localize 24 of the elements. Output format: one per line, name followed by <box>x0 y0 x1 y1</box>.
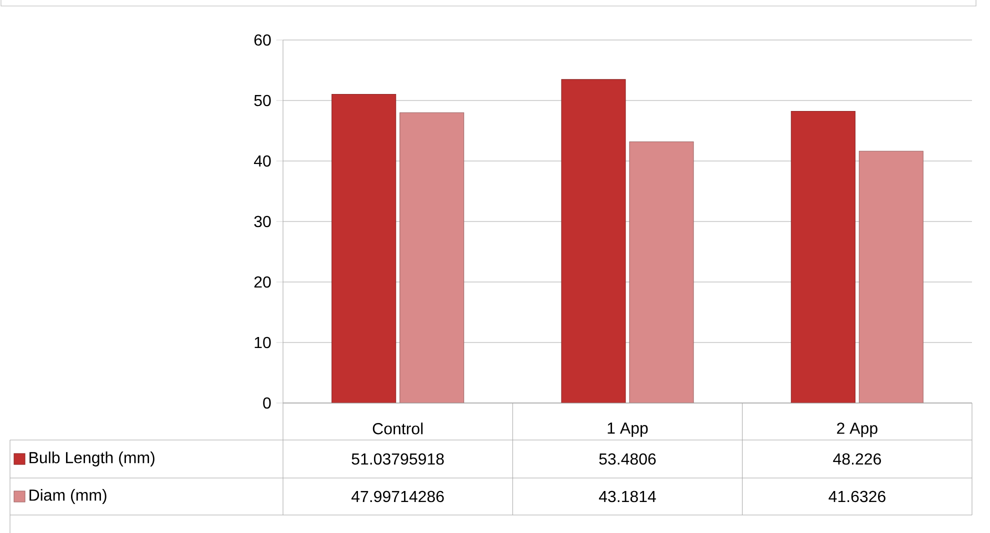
bar <box>790 110 856 403</box>
y-tick-label: 10 <box>254 336 271 348</box>
data-label: 53.4806 <box>599 453 656 465</box>
y-tick-label: 30 <box>254 216 271 228</box>
data-label: 47.99714286 <box>351 490 444 502</box>
bar <box>332 94 396 403</box>
data-label: 48.226 <box>833 453 881 465</box>
bar <box>629 141 694 403</box>
bar <box>561 79 626 403</box>
y-tick-label: 40 <box>254 155 271 167</box>
y-tick-label: 20 <box>254 276 271 288</box>
data-label: 43.1814 <box>598 490 656 502</box>
y-tick-label: 50 <box>254 94 271 106</box>
bar <box>858 150 924 403</box>
legend-label: Diam (mm) <box>30 489 106 504</box>
x-tick-label: 1 App <box>608 422 648 437</box>
x-tick-label: Control <box>372 422 423 434</box>
y-tick-label: 60 <box>254 34 271 46</box>
data-label: 41.6326 <box>828 490 886 502</box>
legend-label: Bulb Length (mm) <box>30 452 154 466</box>
x-tick-label: 2 App <box>837 422 878 438</box>
y-tick-label: 0 <box>263 397 271 409</box>
bar <box>400 112 464 403</box>
data-label: 51.03795918 <box>352 453 444 465</box>
